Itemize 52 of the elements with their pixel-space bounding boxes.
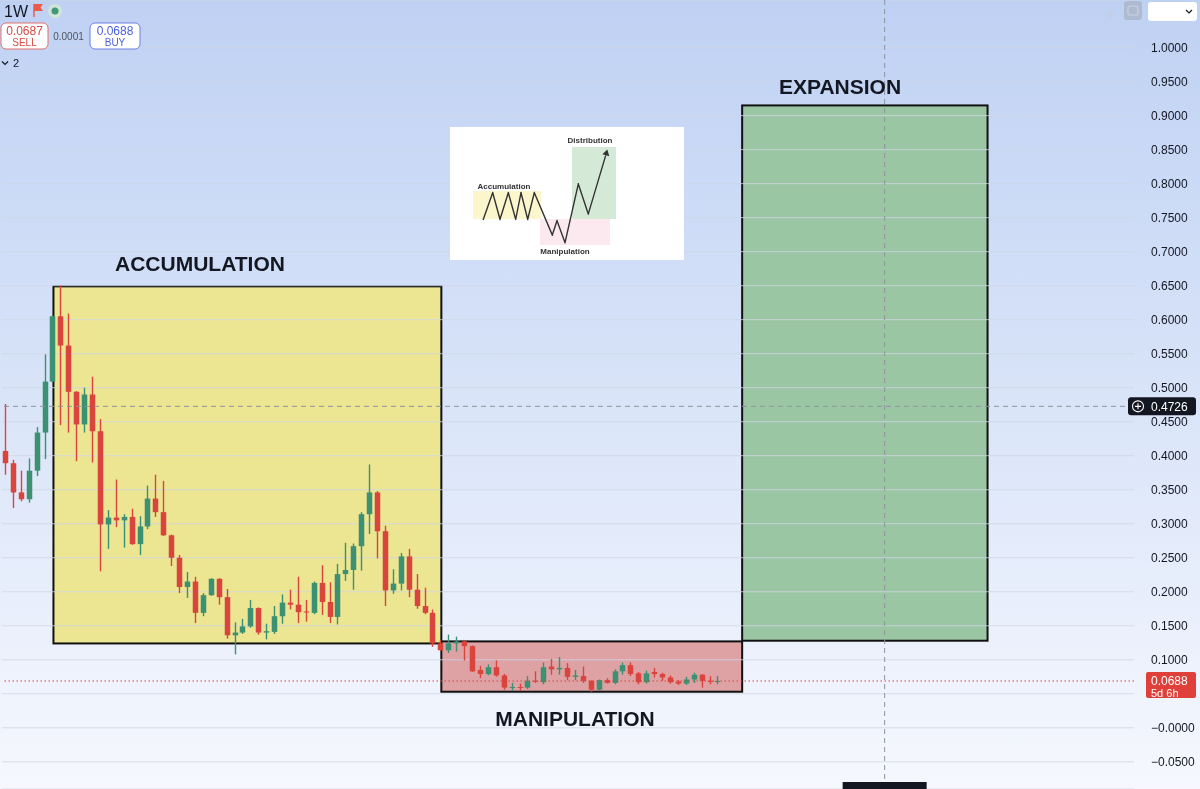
candlestick [2,404,9,475]
ref-line-label: 0.4726 [1151,399,1189,414]
candlestick [200,593,207,617]
y-tick-label: 0.4000 [1151,448,1189,463]
annotation: 0.0001 [53,30,85,42]
y-tick-label: 1.0000 [1151,40,1189,55]
candlestick [366,464,373,534]
annotation: BUY [104,36,126,48]
candlestick [342,542,349,581]
y-tick-label: 0.5500 [1151,346,1189,361]
band-label: MANIPULATION [495,707,655,731]
y-tick-label: 0.8500 [1151,142,1189,157]
y-tick-label: −0.0000 [1151,720,1196,735]
y-tick-label: 0.7500 [1151,210,1189,225]
y-tick-label: 0.3500 [1151,482,1189,497]
band-label: EXPANSION [778,75,902,99]
band-label: ACCUMULATION [115,252,285,276]
y-tick-label: 0.7000 [1151,244,1189,259]
candlestick [461,640,468,661]
candlestick [18,470,25,502]
y-tick-label: 0.6500 [1151,278,1189,293]
y-tick-label: 0.1000 [1151,652,1189,667]
chart-title: 1W [4,2,29,20]
candlestick [422,587,429,615]
candlestick [168,534,175,566]
annotation: Accumulation [477,182,531,192]
annotation: 2 [13,56,20,69]
y-tick-label: 0.6000 [1151,312,1189,327]
annotation: 0.0688 [96,23,134,38]
annotation: Distribution [567,135,613,145]
y-tick-label: 0.2000 [1151,584,1189,599]
y-tick-label: 0.4500 [1151,414,1189,429]
text: 5d 6h [1151,686,1179,699]
y-tick-label: 0.1500 [1151,618,1189,633]
y-tick-label: 0.2500 [1151,550,1189,565]
candlestick [271,606,278,634]
y-tick-label: 0.5000 [1151,380,1189,395]
y-tick-label: 0.9500 [1151,74,1189,89]
candlestick [287,589,294,610]
candlestick [137,516,144,556]
y-tick-label: −0.0500 [1151,754,1196,769]
annotation: 0.0687 [6,23,44,38]
candlestick [160,480,167,536]
y-tick-label: 0.9000 [1151,108,1189,123]
annotation: SELL [12,36,38,48]
candlestick [350,543,357,590]
annotation: Manipulation [540,246,590,256]
y-tick-label: 0.3000 [1151,516,1189,531]
candlestick [319,565,326,615]
candlestick [327,582,334,624]
y-tick-label: 0.8000 [1151,176,1189,191]
ref-line-label: 0.0688 [1151,674,1189,689]
